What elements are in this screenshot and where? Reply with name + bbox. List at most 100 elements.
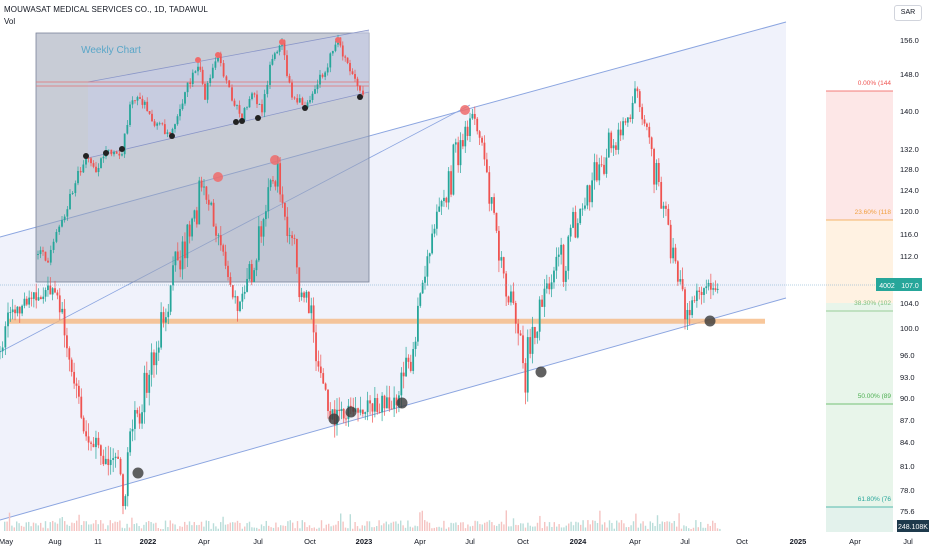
weekly-candle-body [253,93,256,95]
candle-body [181,241,184,270]
weekly-pivot-low [103,150,109,156]
weekly-candle-body [134,100,136,102]
candle-body [562,244,565,282]
volume-bar [124,528,126,531]
volume-bar [92,523,95,531]
candle-body [714,288,717,290]
volume-bar [66,524,68,531]
weekly-candle-body [102,156,105,159]
volume-bar [644,525,647,531]
candle-body [28,297,31,305]
candle-body [643,119,646,124]
price-axis [893,0,932,532]
volume-bar [217,528,219,531]
candle-body [200,180,203,188]
volume-bar [325,524,327,531]
weekly-candle-body [161,123,164,125]
currency-button[interactable]: SAR [894,5,922,21]
candle-body [205,186,208,200]
volume-bar [462,522,464,531]
weekly-candle-body [288,75,291,83]
candle-body [629,117,632,119]
candle-body [519,333,522,336]
candle-body [265,211,267,220]
candle-body [35,292,38,301]
weekly-candle-body [201,69,204,84]
volume-bar [359,528,361,531]
candle-body [9,312,12,313]
volume-bar [136,523,138,531]
support-band [8,318,765,324]
price-tick-label: 112.0 [900,252,918,261]
weekly-candle-body [143,101,146,105]
price-tick-label: 93.0 [900,373,915,382]
candle-body [693,300,696,302]
volume-bar [205,520,207,531]
volume-bar [162,528,164,531]
weekly-candle-body [269,64,271,85]
weekly-candle-body [146,101,149,112]
weekly-candle-body [251,93,253,100]
candle-body [383,395,386,409]
price-tick-label: 124.0 [900,186,919,195]
candle-body [172,265,174,286]
candle-body [461,140,464,147]
weekly-candle-body [139,97,141,99]
volume-bar [476,521,479,531]
weekly-candle-body [211,67,214,78]
candle-body [176,251,179,261]
weekly-candle-body [95,166,97,173]
volume-bar [179,526,181,531]
candle-body [231,285,234,298]
volume-bar [620,520,623,531]
candle-body [305,291,308,298]
weekly-candle-body [291,82,293,98]
volume-bar [659,523,661,531]
volume-bar [191,525,193,531]
volume-bar [556,526,558,531]
volume-bar [695,520,697,531]
candle-body [229,276,232,286]
volume-bar [452,523,455,531]
candle-body [464,126,467,147]
candle-body [307,291,310,314]
price-tick-label: 100.0 [900,324,919,333]
candle-body [215,226,217,236]
time-tick-label: May [0,537,13,546]
candle-body [473,113,476,119]
volume-bar [630,525,632,531]
volume-bar [680,528,683,531]
volume-bar [496,525,498,531]
candle-body [157,347,160,353]
candle-body [660,182,663,209]
volume-bar [606,527,608,531]
candle-body [21,305,23,314]
candle-body [581,208,584,210]
weekly-candle-body [276,51,279,54]
weekly-candle-body [222,63,225,77]
candle-body [435,211,438,229]
candle-body [676,261,679,282]
fib-label: 50.00% (89 [858,393,892,400]
candle-body [459,140,462,166]
volume-bar [460,522,462,531]
candle-body [253,270,256,283]
candle-body [579,208,582,224]
candle-body [212,202,215,227]
candle-body [145,372,148,393]
candle-body [550,282,553,290]
volume-bar [575,521,577,531]
volume-bar [236,520,239,531]
weekly-candle-body [141,98,144,105]
volume-bar [685,526,687,531]
candle-body [695,290,698,301]
candle-body [591,180,594,203]
candle-body [514,303,517,324]
volume-bar [683,525,685,531]
weekly-channel-bottom [87,91,370,159]
weekly-candle-body [204,83,206,100]
weekly-candle-body [319,74,321,85]
candle-body [279,163,282,195]
candle-body [553,270,555,283]
